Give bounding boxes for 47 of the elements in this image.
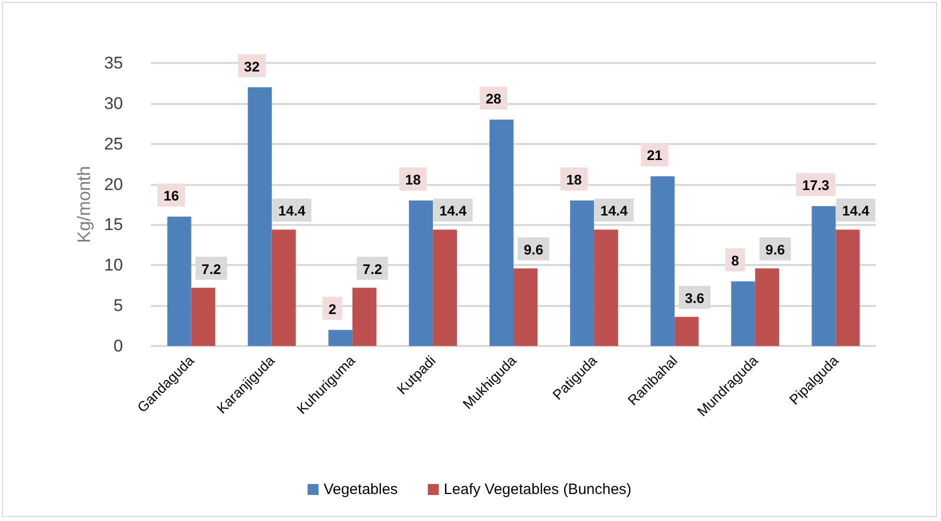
bar — [167, 216, 192, 346]
y-axis-title: Kg/month — [74, 166, 94, 244]
legend-label: Leafy Vegetables (Bunches) — [444, 481, 632, 498]
bar — [191, 288, 216, 346]
data-label: 32 — [244, 58, 260, 74]
data-label: 9.6 — [765, 241, 786, 258]
y-tick-label: 20 — [104, 174, 123, 194]
bar — [812, 206, 836, 346]
bar — [248, 87, 272, 346]
data-label: 18 — [566, 171, 582, 188]
data-label: 16 — [163, 188, 180, 204]
bar — [432, 230, 457, 346]
bar — [570, 200, 594, 346]
y-tick-label: 10 — [104, 256, 123, 275]
data-label: 14.4 — [278, 202, 306, 219]
data-label: 9.6 — [524, 241, 544, 258]
y-tick-label: 15 — [104, 215, 123, 234]
bar — [650, 176, 675, 346]
bar — [408, 200, 433, 346]
bar — [674, 316, 699, 346]
data-label: 18 — [405, 171, 421, 188]
bar — [731, 281, 756, 346]
data-label: 28 — [486, 90, 502, 107]
bar — [514, 268, 538, 346]
legend-label: Vegetables — [324, 481, 398, 498]
y-tick-label: 25 — [104, 134, 123, 154]
bar — [328, 330, 352, 346]
data-label: 17.3 — [802, 177, 830, 194]
y-tick-label: 30 — [104, 94, 123, 113]
bar — [272, 230, 296, 346]
data-label: 21 — [646, 147, 663, 164]
y-tick-label: 0 — [114, 336, 123, 356]
data-label: 7.2 — [202, 260, 222, 277]
y-tick-label: 35 — [104, 54, 123, 72]
bar — [490, 120, 514, 346]
data-label: 14.4 — [600, 202, 628, 219]
data-label: 7.2 — [362, 260, 382, 277]
data-label: 2 — [328, 300, 336, 317]
data-label: 3.6 — [684, 290, 705, 306]
data-label: 14.4 — [842, 202, 870, 219]
bar — [755, 268, 780, 346]
bar — [836, 230, 860, 346]
bar — [352, 288, 376, 346]
data-label: 14.4 — [439, 202, 467, 219]
data-label: 8 — [731, 252, 740, 268]
y-tick-label: 5 — [114, 296, 123, 316]
bar — [594, 230, 618, 346]
